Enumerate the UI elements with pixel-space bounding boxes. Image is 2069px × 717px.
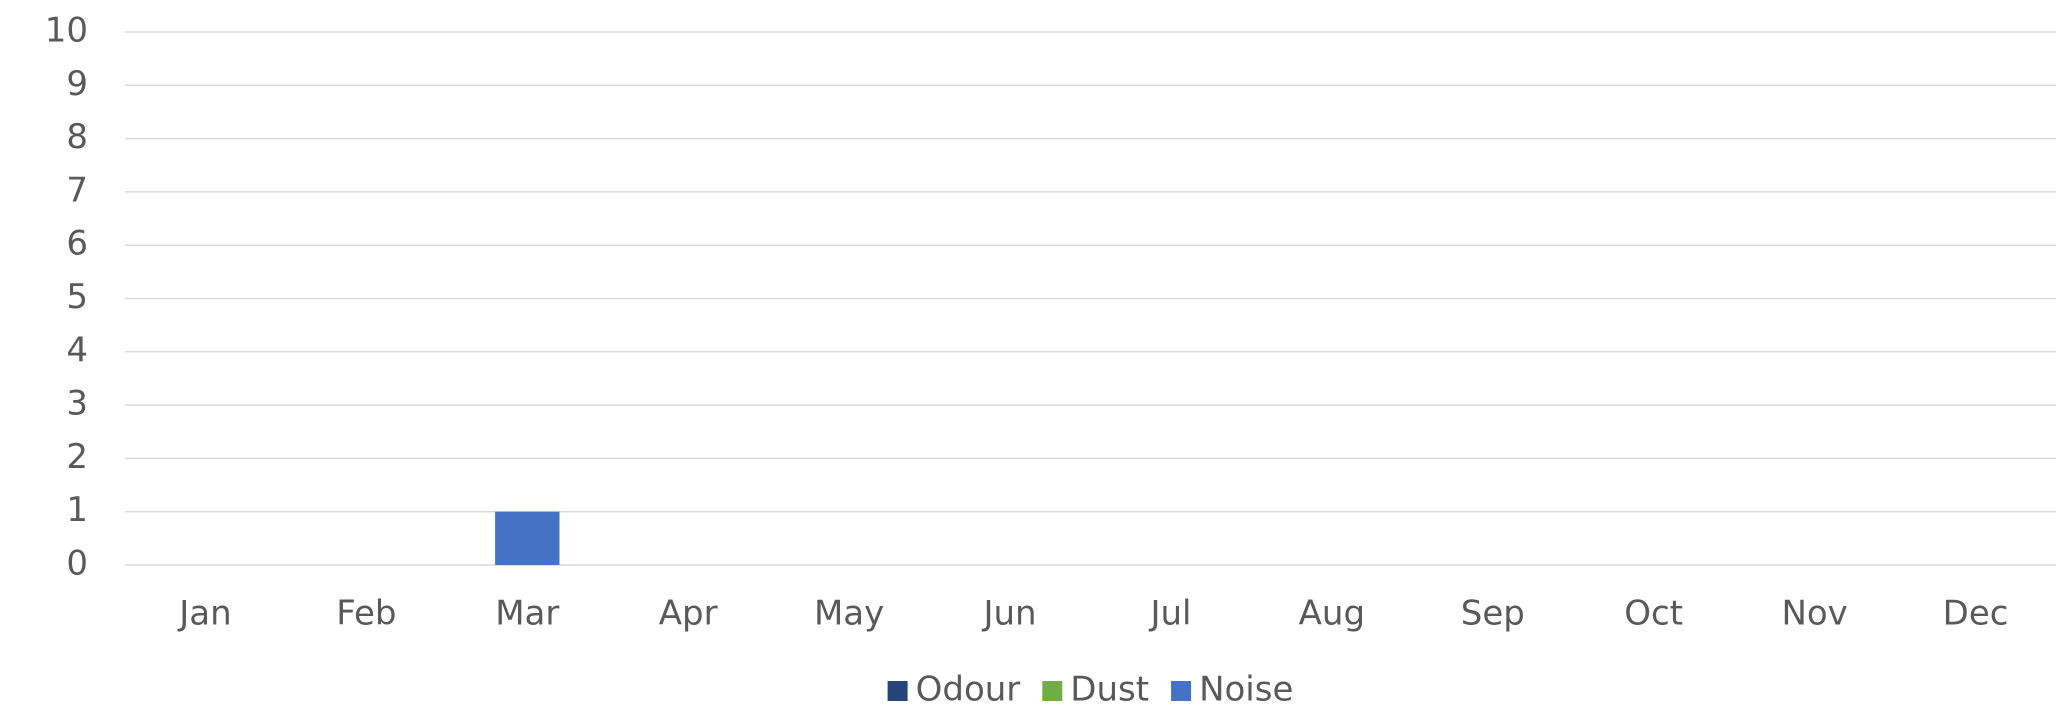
x-tick-label: Apr	[659, 594, 718, 634]
x-tick-label: Nov	[1781, 594, 1847, 634]
x-tick-label: Aug	[1299, 594, 1365, 634]
y-tick-label: 0	[66, 544, 88, 584]
legend-swatch	[887, 681, 908, 701]
legend-label: Noise	[1199, 670, 1293, 710]
y-tick-label: 2	[66, 437, 88, 477]
legend: Odour Dust Noise	[887, 670, 1293, 710]
legend-swatch	[1171, 681, 1192, 701]
y-tick-label: 5	[66, 277, 88, 317]
y-tick-label: 7	[66, 170, 88, 210]
bar	[495, 511, 560, 565]
x-tick-label: Oct	[1624, 594, 1683, 634]
x-tick-label: Feb	[336, 594, 396, 634]
y-tick-label: 8	[66, 117, 88, 157]
x-tick-label: May	[814, 594, 884, 634]
y-tick-label: 10	[45, 11, 88, 51]
x-tick-label: Jun	[981, 594, 1036, 634]
legend-label: Odour	[916, 670, 1021, 710]
y-tick-label: 4	[66, 330, 88, 370]
x-tick-label: Jan	[177, 594, 231, 634]
x-tick-label: Jul	[1148, 594, 1191, 634]
y-tick-label: 9	[66, 64, 88, 104]
x-tick-label: Mar	[495, 594, 559, 634]
legend-label: Dust	[1070, 670, 1149, 710]
x-tick-label: Sep	[1461, 594, 1525, 634]
x-tick-label: Dec	[1943, 594, 2009, 634]
legend-swatch	[1042, 681, 1063, 701]
y-tick-label: 1	[66, 490, 88, 530]
y-tick-label: 3	[66, 384, 88, 424]
y-tick-label: 6	[66, 224, 88, 264]
